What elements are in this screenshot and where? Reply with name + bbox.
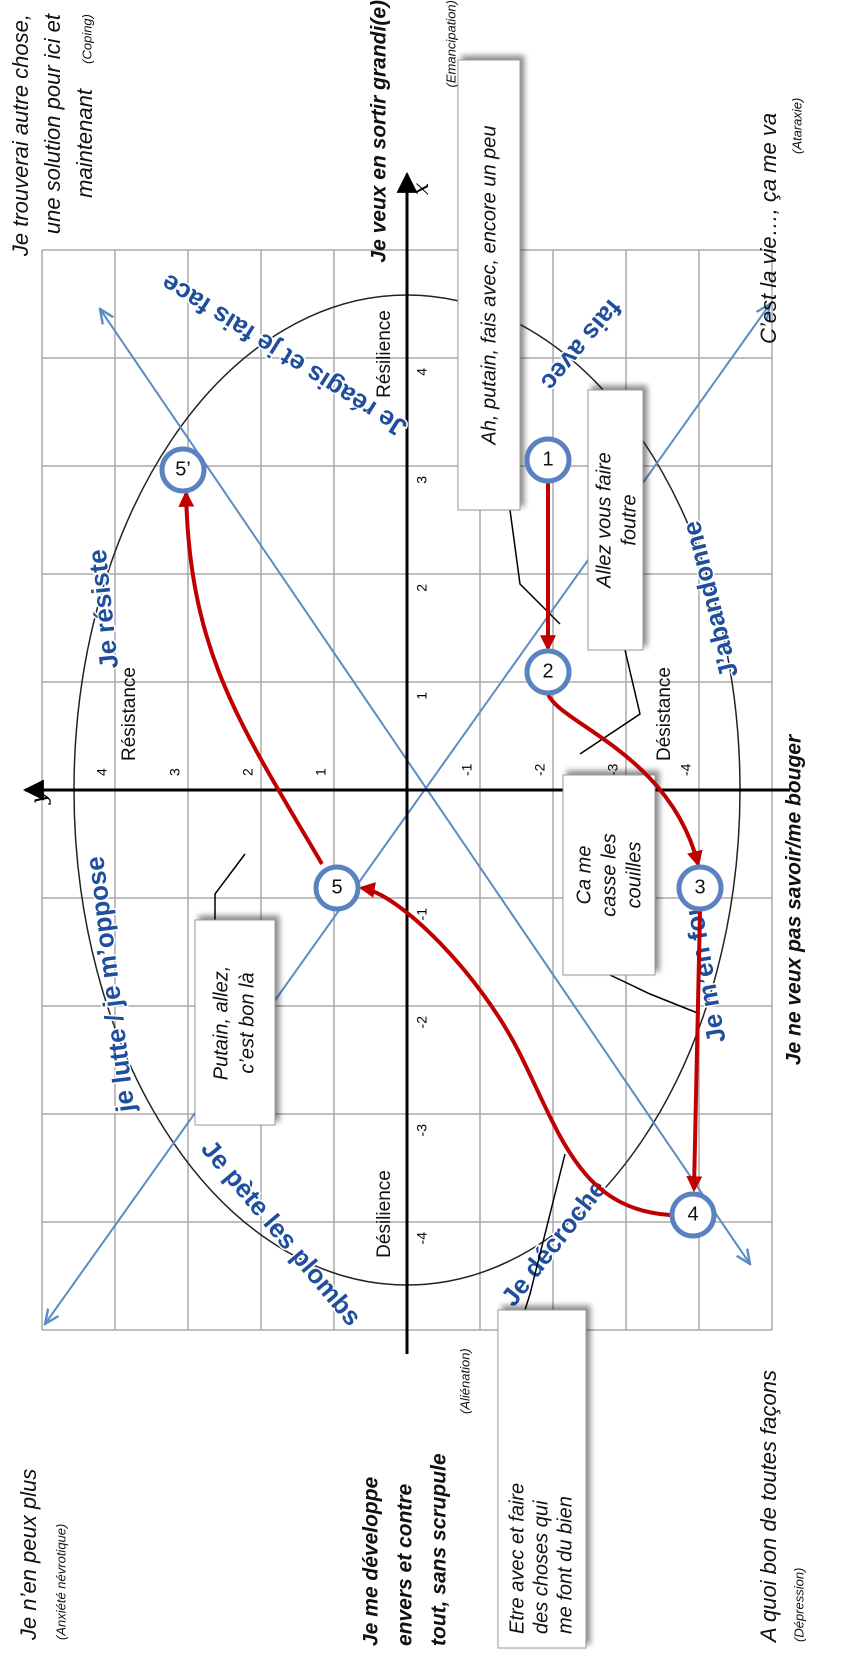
y-tick-label: 2 [240,768,256,776]
arc-label: fais avec [535,294,629,397]
node [669,1191,717,1239]
trajectory [178,490,324,866]
axis-label: x [409,182,434,195]
x-tick-label: 3 [414,476,430,484]
leader [524,1153,566,1311]
x-tick-label: -2 [414,1016,430,1029]
x-tick-label: -4 [414,1232,430,1245]
quadrant-label: Désistance [654,667,675,761]
x-tick-label: 4 [414,368,430,376]
callout-text: Ah, putain, fais avec, encore un peu [478,125,500,445]
node [676,864,724,912]
corner-note: (Ataraxie) [789,98,804,154]
pole-label: envers et contre [394,1483,417,1646]
y-tick-label: -4 [678,763,694,776]
callout-box [562,774,656,976]
pole-label: Je me développe [360,1476,383,1646]
corner-label: Je trouverai autre chose, [8,14,33,257]
x-tick-label: -3 [414,1124,430,1137]
diagonal [100,309,750,1264]
callout-text: Ca me [573,846,595,905]
node-label: 4 [687,1203,698,1225]
corner-note: (Anxiété névrotique) [53,1524,68,1640]
corner-label: C’est la vie…, ça me va [756,113,781,344]
quadrant-label: Désilience [374,1170,395,1258]
callout-text: me font du bien [554,1496,576,1634]
callout-text: casse les [598,833,620,916]
callout-text: Allez vous faire [593,452,615,589]
callout-box [457,59,521,511]
pole-label: Je veux en sortir grandi(e) [368,0,391,263]
callout-text: couilles [623,842,645,909]
trajectory [546,693,703,868]
quadrant-label: Résistance [119,667,140,761]
x-tick-label: 2 [414,584,430,592]
leader [579,649,641,755]
arc-label: Je pète les plombs [195,1134,368,1332]
axis-label: y [27,791,52,805]
callout-text: foutre [618,494,640,545]
node-label: 5’ [175,458,191,480]
node [524,648,572,696]
node [159,446,207,494]
node-label: 3 [694,876,705,898]
quadrant-label: Résilience [374,310,395,398]
corner-note: (Coping) [79,14,94,64]
node-label: 1 [542,448,553,470]
leader [214,853,246,920]
node [313,864,361,912]
arc-label: je lutte / je m’oppose [79,855,140,1115]
y-tick-label: 4 [94,768,110,776]
callout-text: des choses qui [530,1500,552,1634]
trajectory [358,882,671,1217]
y-tick-label: -2 [532,763,548,776]
corner-label: Je n’en peux plus [16,1469,41,1641]
node-label: 5 [331,876,342,898]
callout-text: Putain, allez, [210,966,232,1081]
pole-label: tout, sans scrupule [428,1453,451,1646]
y-tick-label: 1 [313,768,329,776]
pole-note: (Aliénation) [457,1348,472,1414]
arc-label: Je résiste [82,548,124,670]
pole-note: (Emancipation) [443,0,458,87]
leader [609,974,701,1015]
pole-label: Je ne veux pas savoir/me bouger [783,733,806,1065]
y-tick-label: 3 [167,768,183,776]
callout-box [194,919,276,1126]
y-tick-label: -1 [459,763,475,776]
y-tick-label: -3 [605,763,621,776]
x-tick-label: 1 [414,692,430,700]
corner-label: A quoi bon de toutes façons [756,1370,781,1644]
callout-text: Etre avec et faire [506,1483,528,1634]
node [524,436,572,484]
callout-box [497,1309,587,1649]
corner-label: une solution pour ici et [40,13,65,234]
callout-text: c’est bon là [236,972,258,1073]
corner-label: maintenant [72,88,97,198]
trajectory [686,911,703,1193]
node-label: 2 [542,660,553,682]
corner-note: (Dépression) [791,1568,806,1642]
arc-label: J’abandonne [676,518,744,681]
callout-box [587,389,644,651]
